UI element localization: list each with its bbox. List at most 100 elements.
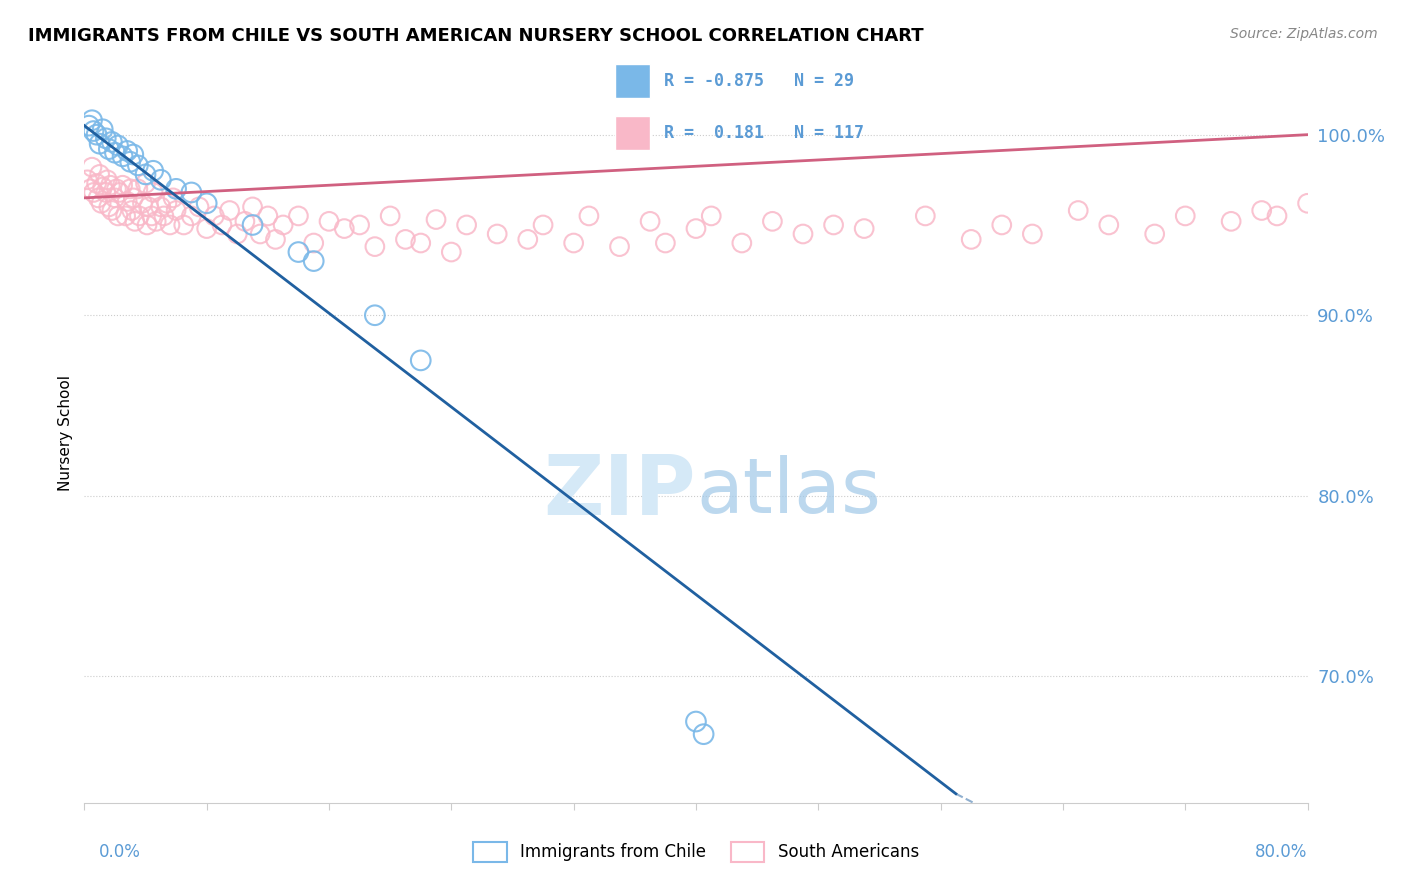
- Point: [287, 209, 309, 223]
- Point: [111, 149, 134, 163]
- Point: [233, 214, 256, 228]
- Point: [364, 239, 387, 253]
- Point: [107, 138, 129, 153]
- Point: [122, 147, 145, 161]
- Point: [242, 200, 264, 214]
- Text: 0.0%: 0.0%: [98, 843, 141, 861]
- Point: [1250, 203, 1272, 218]
- Point: [180, 186, 202, 200]
- Point: [104, 145, 127, 160]
- Point: [98, 178, 121, 193]
- Point: [162, 191, 184, 205]
- Point: [138, 200, 160, 214]
- Point: [211, 218, 233, 232]
- Point: [94, 131, 117, 145]
- Point: [685, 221, 707, 235]
- Point: [128, 209, 150, 223]
- Point: [76, 173, 98, 187]
- Point: [318, 214, 340, 228]
- Point: [823, 218, 845, 232]
- Point: [456, 218, 478, 232]
- Point: [94, 186, 117, 200]
- Point: [156, 196, 179, 211]
- Point: [349, 218, 371, 232]
- Text: IMMIGRANTS FROM CHILE VS SOUTH AMERICAN NURSERY SCHOOL CORRELATION CHART: IMMIGRANTS FROM CHILE VS SOUTH AMERICAN …: [28, 27, 924, 45]
- Point: [108, 186, 131, 200]
- Point: [562, 235, 585, 250]
- Point: [218, 203, 240, 218]
- Text: 80.0%: 80.0%: [1256, 843, 1308, 861]
- Point: [80, 113, 103, 128]
- Point: [86, 177, 108, 191]
- Point: [654, 235, 676, 250]
- Text: ZIP: ZIP: [544, 451, 696, 533]
- Point: [165, 203, 187, 218]
- Point: [107, 209, 129, 223]
- Point: [409, 353, 432, 368]
- Point: [249, 227, 271, 241]
- Point: [853, 221, 876, 235]
- Point: [1067, 203, 1090, 218]
- Point: [486, 227, 509, 241]
- Point: [1358, 200, 1381, 214]
- Point: [114, 209, 136, 223]
- Legend: Immigrants from Chile, South Americans: Immigrants from Chile, South Americans: [467, 835, 925, 869]
- Point: [180, 209, 202, 223]
- Point: [1220, 214, 1243, 228]
- Point: [271, 218, 294, 232]
- FancyBboxPatch shape: [616, 116, 650, 150]
- Point: [120, 154, 142, 169]
- Point: [173, 218, 195, 232]
- Point: [531, 218, 554, 232]
- Point: [380, 209, 402, 223]
- Point: [302, 235, 325, 250]
- Point: [83, 124, 105, 138]
- Point: [87, 191, 110, 205]
- Point: [1327, 209, 1350, 223]
- Point: [991, 218, 1014, 232]
- Point: [96, 173, 118, 187]
- Point: [700, 209, 723, 223]
- Point: [80, 160, 103, 174]
- Point: [242, 218, 264, 232]
- Point: [101, 135, 124, 149]
- Point: [364, 308, 387, 322]
- Point: [149, 200, 172, 214]
- Point: [1296, 196, 1319, 211]
- Point: [302, 254, 325, 268]
- Point: [914, 209, 936, 223]
- Point: [153, 209, 176, 223]
- Point: [142, 163, 165, 178]
- Text: atlas: atlas: [696, 455, 880, 529]
- Point: [638, 214, 661, 228]
- Point: [77, 119, 100, 133]
- Point: [1265, 209, 1288, 223]
- Point: [1143, 227, 1166, 241]
- Point: [135, 168, 157, 182]
- Point: [104, 191, 127, 205]
- Point: [440, 245, 463, 260]
- Point: [761, 214, 783, 228]
- Point: [578, 209, 600, 223]
- Point: [91, 122, 114, 136]
- Text: R = -0.875   N = 29: R = -0.875 N = 29: [665, 72, 855, 90]
- Point: [136, 218, 159, 232]
- Point: [111, 178, 134, 193]
- Point: [122, 191, 145, 205]
- Point: [1098, 218, 1121, 232]
- Point: [97, 200, 120, 214]
- Point: [394, 232, 416, 246]
- Point: [127, 182, 149, 196]
- Point: [91, 180, 114, 194]
- Point: [159, 218, 181, 232]
- Point: [264, 232, 287, 246]
- Point: [89, 168, 111, 182]
- Text: R =  0.181   N = 117: R = 0.181 N = 117: [665, 124, 865, 142]
- Point: [142, 186, 165, 200]
- Point: [409, 235, 432, 250]
- Point: [97, 142, 120, 156]
- Point: [960, 232, 983, 246]
- Y-axis label: Nursery School: Nursery School: [58, 375, 73, 491]
- Point: [86, 128, 108, 142]
- Point: [333, 221, 356, 235]
